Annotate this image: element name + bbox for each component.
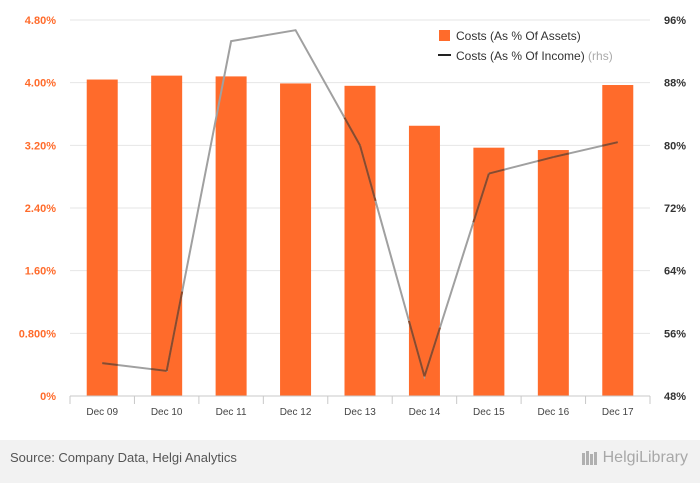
x-tick-label: Dec 11 [216,407,247,418]
legend-label-income: Costs (As % Of Income) (rhs) [456,49,613,63]
legend-label-income-text: Costs (As % Of Income) [456,49,585,63]
right-tick-label: 96% [664,15,686,27]
library-books-icon [581,451,597,465]
legend-label-assets: Costs (As % Of Assets) [456,29,581,43]
income-line-overlap [537,156,554,163]
income-line-overlap [102,362,118,366]
bar [215,76,247,397]
legend-rhs-suffix: (rhs) [588,49,613,63]
income-line-overlap [407,320,426,377]
bar [473,147,505,396]
x-tick-label: Dec 13 [344,407,376,418]
bar [280,83,312,396]
left-tick-label: 1.60% [25,266,56,278]
brand-logo[interactable]: HelgiLibrary [581,449,688,467]
brand-name: HelgiLibrary [602,449,688,466]
income-line-overlap [472,173,490,223]
bar [86,79,118,397]
left-tick-label: 4.80% [25,15,56,27]
left-tick-label: 0% [40,391,56,403]
income-line-overlap [359,145,377,202]
x-tick-label: Dec 14 [409,407,441,418]
bar [408,125,440,396]
x-tick-label: Dec 16 [537,407,569,418]
legend-swatch-assets [439,30,450,41]
income-line-overlap [423,327,441,377]
income-line-overlap [602,141,619,147]
bar [344,85,376,397]
right-tick-label: 56% [664,328,686,340]
left-tick-label: 3.20% [25,140,56,152]
source-text: Source: Company Data, Helgi Analytics [10,450,237,465]
bar [537,150,569,396]
right-tick-label: 64% [664,266,686,278]
x-tick-label: Dec 15 [473,407,505,418]
bar [151,75,183,396]
x-tick-label: Dec 12 [280,407,312,418]
income-line-overlap [553,152,570,159]
income-line-overlap [488,168,505,175]
left-tick-label: 2.40% [25,203,56,215]
footer: Source: Company Data, Helgi Analytics He… [0,440,700,483]
right-tick-label: 80% [664,140,686,152]
income-line-overlap [165,291,184,372]
x-tick-label: Dec 17 [602,407,634,418]
income-line-overlap [151,368,167,372]
x-tick-label: Dec 10 [151,407,183,418]
bar [602,85,634,397]
chart: 0% 0.800% 1.60% 2.40% 3.20% 4.00% 4.80% 48% 56%… [19,15,687,418]
x-tick-label: Dec 09 [86,407,118,418]
left-tick-label: 4.00% [25,78,56,90]
income-line-overlap [343,117,361,146]
right-tick-label: 88% [664,78,686,90]
right-tick-label: 48% [664,391,686,403]
left-tick-label: 0.800% [19,328,57,340]
right-tick-label: 72% [664,203,686,215]
